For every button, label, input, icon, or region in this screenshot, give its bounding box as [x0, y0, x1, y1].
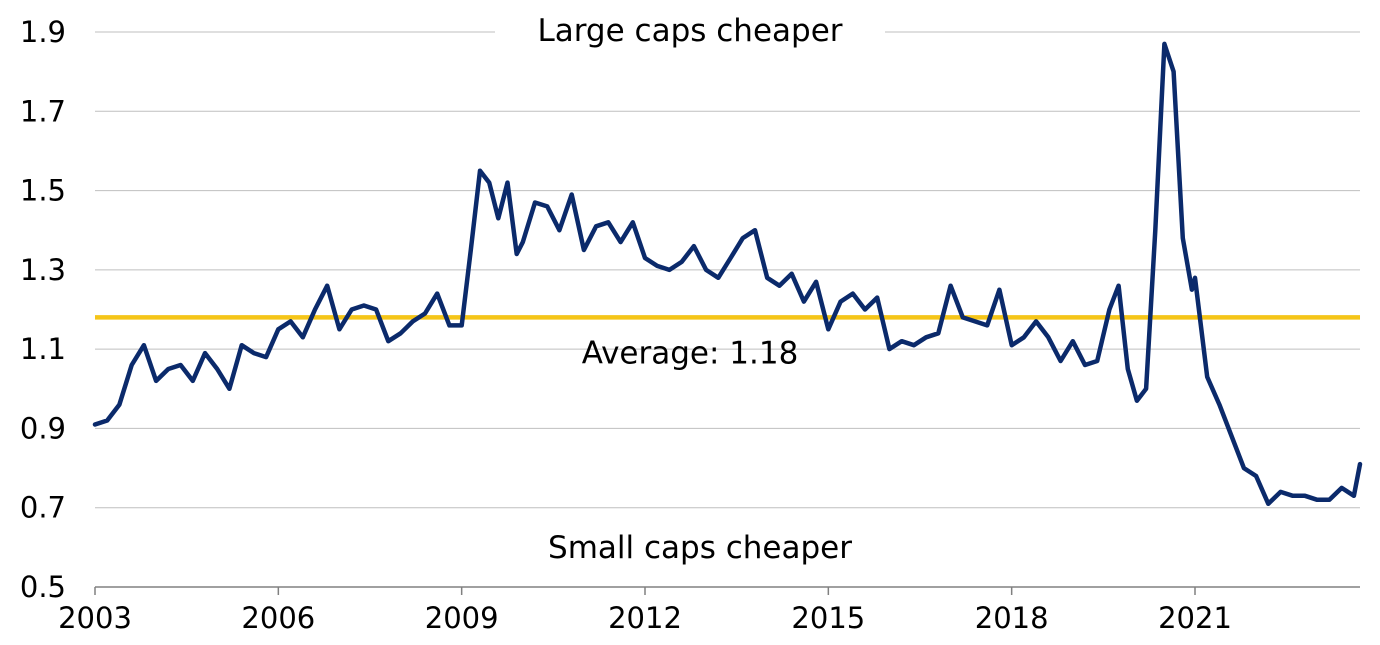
- x-tick-label: 2018: [975, 601, 1049, 635]
- top-annotation-background: [495, 14, 885, 52]
- y-tick-label: 0.9: [20, 411, 66, 445]
- y-tick-label: 1.9: [20, 15, 66, 49]
- x-tick-label: 2021: [1158, 601, 1232, 635]
- x-tick-label: 2012: [608, 601, 682, 635]
- x-tick-label: 2009: [425, 601, 499, 635]
- x-tick-label: 2003: [58, 601, 132, 635]
- y-tick-label: 1.7: [20, 94, 66, 128]
- bottom-annotation: Small caps cheaper: [548, 530, 852, 566]
- gridlines: [95, 31, 1360, 509]
- y-tick-label: 1.5: [20, 174, 66, 208]
- y-tick-label: 1.1: [20, 332, 66, 366]
- y-axis-ticks: 1.9 1.7 1.5 1.3 1.1 0.9 0.7 0.5: [20, 15, 66, 604]
- y-tick-label: 0.5: [20, 570, 66, 604]
- top-annotation: Large caps cheaper: [537, 13, 842, 49]
- average-label: Average: 1.18: [582, 335, 799, 371]
- y-tick-label: 0.7: [20, 491, 66, 525]
- x-tick-label: 2015: [791, 601, 865, 635]
- series-line: [92, 41, 1363, 507]
- y-tick-label: 1.3: [20, 253, 66, 287]
- x-tick-label: 2006: [241, 601, 315, 635]
- x-axis-ticks: 2003 2006 2009 2012 2015 2018 2021: [58, 587, 1232, 635]
